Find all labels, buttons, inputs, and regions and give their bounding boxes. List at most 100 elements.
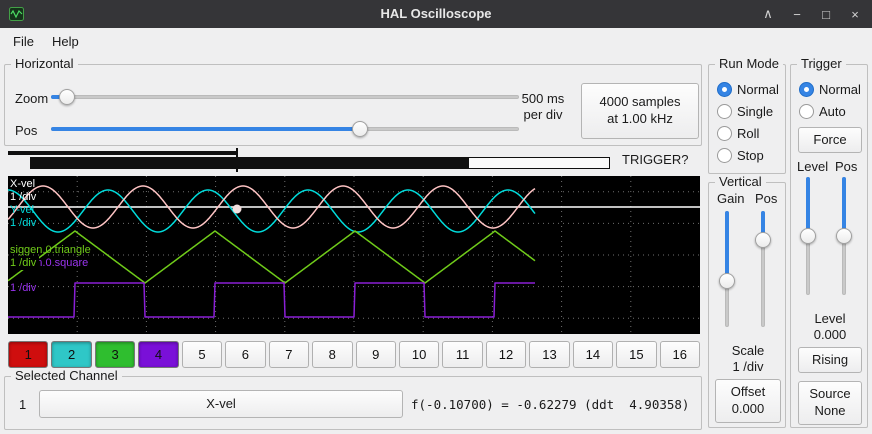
trigger-group-label: Trigger — [797, 56, 846, 71]
scope-traces — [8, 176, 700, 334]
channel-source-button[interactable]: X-vel — [39, 390, 403, 418]
force-button-label: Force — [813, 131, 847, 147]
channel-button-8[interactable]: 8 — [312, 341, 353, 368]
radio-single[interactable]: Single — [717, 103, 779, 119]
channel-button-7[interactable]: 7 — [268, 341, 310, 368]
offset-button-label: Offset — [730, 384, 766, 400]
channel-button-13[interactable]: 13 — [529, 341, 570, 368]
menu-file[interactable]: File — [13, 33, 34, 49]
vertical-pos-slider-thumb[interactable] — [755, 232, 771, 248]
vertical-pos-slider[interactable] — [755, 211, 771, 327]
record-acquired-bar — [8, 151, 238, 155]
radio-indicator — [717, 103, 732, 119]
channel-button-12[interactable]: 12 — [485, 341, 527, 368]
channel-source-name: X-vel — [206, 395, 236, 411]
zoom-slider-thumb[interactable] — [59, 89, 76, 105]
gain-slider-fill — [725, 211, 729, 281]
trace-y-vel — [8, 189, 536, 233]
menu-help[interactable]: Help — [51, 33, 79, 49]
shade-icon[interactable]: ∧ — [763, 6, 773, 21]
channel-button-16[interactable]: 16 — [659, 341, 700, 368]
trigger-pos-slider-fill — [842, 177, 846, 236]
record-window-fill — [31, 158, 469, 168]
channel-button-3[interactable]: 3 — [94, 341, 136, 368]
scale-label: Scale — [731, 343, 765, 358]
run-mode-options: Normal Single Roll Stop — [717, 81, 779, 163]
channel-button-4[interactable]: 4 — [138, 341, 179, 368]
channel-button-11[interactable]: 11 — [442, 341, 483, 368]
pos-label: Pos — [15, 123, 38, 138]
scope-channel-text: 1 /div — [10, 217, 37, 229]
sample-rate-button[interactable]: 4000 samples at 1.00 kHz — [581, 83, 699, 139]
position-slider[interactable] — [51, 121, 519, 137]
trigger-source-label: Source — [809, 386, 851, 402]
trace-siggen-triangle — [8, 230, 536, 284]
titlebar: HAL Oscilloscope ∧ − □ × — [0, 0, 872, 28]
timebase-label: 500 ms per div — [509, 91, 577, 123]
horizontal-group-label: Horizontal — [11, 56, 78, 71]
run-mode-group-label: Run Mode — [715, 56, 783, 71]
trigger-status-label: TRIGGER? — [622, 152, 689, 167]
trigger-pos-slider-thumb[interactable] — [836, 228, 852, 244]
vertical-pos-label: Pos — [755, 191, 778, 206]
zoom-slider-track — [51, 95, 519, 99]
maximize-icon[interactable]: □ — [822, 6, 830, 22]
scale-value: 1 /div — [732, 359, 764, 374]
position-slider-thumb[interactable] — [351, 121, 368, 137]
scope-channel-text: Y-vel — [10, 204, 35, 216]
vertical-pos-slider-track — [761, 211, 765, 327]
trace-siggen-square — [8, 282, 535, 318]
channel-value-readout: f(-0.10700) = -0.62279 (ddt 4.90358) — [411, 397, 690, 412]
channel-button-14[interactable]: 14 — [572, 341, 614, 368]
radio-indicator — [717, 125, 732, 141]
offset-button-value: 0.000 — [731, 401, 765, 416]
channel-button-15[interactable]: 15 — [616, 341, 657, 368]
sample-count-text: 4000 samples — [599, 94, 681, 110]
radio-normal[interactable]: Normal — [717, 81, 779, 97]
zoom-slider[interactable] — [51, 89, 519, 105]
gain-slider[interactable] — [719, 211, 735, 327]
channel-button-row: 1 2 3 4 5 6 7 8 9 10 11 12 13 14 15 16 — [8, 341, 700, 368]
radio-normal[interactable]: Normal — [799, 81, 861, 97]
radio-stop[interactable]: Stop — [717, 147, 779, 163]
channel-button-2[interactable]: 2 — [51, 341, 92, 368]
force-button[interactable]: Force — [798, 127, 862, 153]
trigger-pos-slider[interactable] — [836, 177, 852, 295]
trace-x-vel — [8, 185, 536, 229]
horizontal-group: Horizontal Zoom Pos 500 ms per div 4000 … — [4, 56, 702, 146]
channel-button-5[interactable]: 5 — [181, 341, 223, 368]
close-icon[interactable]: × — [851, 6, 859, 22]
channel-button-10[interactable]: 10 — [398, 341, 440, 368]
trigger-source-button[interactable]: Source None — [798, 381, 862, 425]
channel-button-1[interactable]: 1 — [8, 341, 49, 368]
scope-display: X-vel 1 /div Y-vel 1 /div siggen.0.triangle s… — [8, 176, 700, 334]
record-cursor — [236, 148, 238, 172]
scope-channel-text: 1 /div — [10, 282, 37, 294]
channel-button-6[interactable]: 6 — [225, 341, 266, 368]
trigger-pos-label: Pos — [835, 159, 858, 174]
minimize-icon[interactable]: − — [793, 6, 801, 22]
vertical-pos-slider-fill — [761, 211, 765, 240]
radio-label: Auto — [819, 103, 846, 119]
radio-roll[interactable]: Roll — [717, 125, 779, 141]
offset-button[interactable]: Offset 0.000 — [715, 379, 781, 423]
trigger-level-slider-thumb[interactable] — [800, 228, 816, 244]
channel-button-9[interactable]: 9 — [355, 341, 396, 368]
radio-label: Roll — [737, 125, 760, 141]
gain-slider-thumb[interactable] — [719, 272, 735, 289]
window-controls: ∧ − □ × — [761, 0, 862, 28]
trigger-edge-button[interactable]: Rising — [798, 347, 862, 373]
trigger-level-slider[interactable] — [800, 177, 816, 295]
radio-label: Stop — [737, 147, 764, 163]
record-window-box — [30, 157, 610, 169]
menubar: File Help — [0, 28, 872, 54]
trigger-group: Trigger Normal Auto Force Level Pos Level… — [790, 56, 868, 428]
vertical-group-label: Vertical — [715, 174, 766, 189]
trigger-source-value: None — [814, 403, 846, 418]
trigger-edge-label: Rising — [811, 351, 849, 367]
radio-indicator — [717, 147, 732, 163]
selected-channel-group: Selected Channel 1 X-vel f(-0.10700) = -… — [4, 368, 702, 430]
scope-channel-text: X-vel — [10, 178, 36, 190]
radio-auto[interactable]: Auto — [799, 103, 861, 119]
